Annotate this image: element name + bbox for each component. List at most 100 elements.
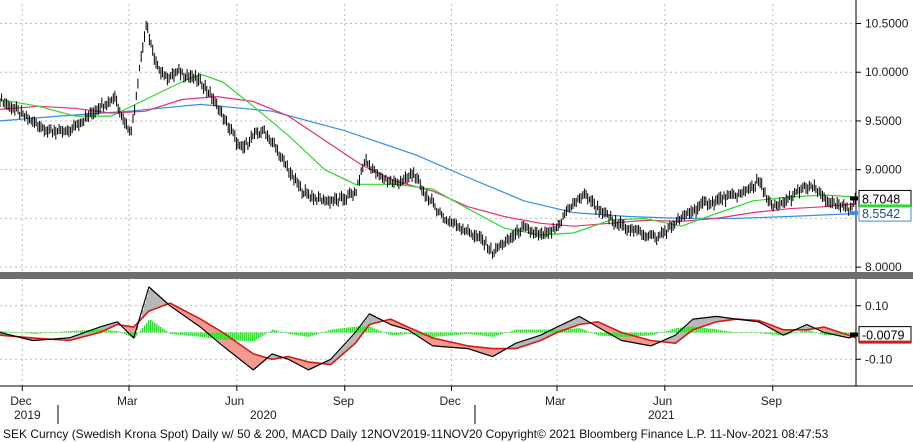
macd-spread (826, 327, 828, 333)
histogram-bar (484, 332, 486, 336)
histogram-bar (198, 332, 200, 337)
macd-spread (304, 360, 306, 368)
histogram-bar (644, 332, 646, 336)
histogram-bar (638, 332, 640, 337)
histogram-bar (808, 330, 810, 333)
histogram-bar (600, 332, 602, 336)
badge-macd-value: -0.0079 (862, 329, 904, 343)
histogram-bar (700, 327, 702, 333)
histogram-bar (690, 326, 692, 333)
macd-spread (106, 325, 108, 330)
histogram-bar (728, 331, 730, 333)
macd-spread (182, 309, 184, 315)
histogram-bar (108, 330, 110, 333)
histogram-bar (334, 329, 336, 333)
histogram-bar (74, 330, 76, 333)
macd-spread (572, 319, 574, 328)
macd-spread (566, 322, 568, 330)
macd-spread (780, 328, 782, 334)
histogram-bar (80, 330, 82, 333)
macd-spread (356, 331, 358, 343)
macd-spread (400, 323, 402, 328)
histogram-bar (430, 332, 432, 337)
macd-spread (264, 357, 266, 361)
macd-spread (156, 293, 158, 309)
macd-spread (702, 318, 704, 327)
histogram-bar (84, 330, 86, 333)
macd-spread (198, 317, 200, 326)
histogram-bar (272, 329, 274, 333)
badge-last-price: 8.7048 (862, 192, 900, 206)
histogram-bar (426, 332, 428, 337)
histogram-bar (536, 329, 538, 333)
histogram-bar (682, 327, 684, 333)
histogram-bar (568, 328, 570, 333)
histogram-bar (362, 326, 364, 333)
macd-spread (578, 317, 580, 325)
histogram-bar (518, 329, 520, 333)
macd-spread (494, 348, 496, 356)
macd-spread (2, 333, 4, 336)
macd-spread (184, 310, 186, 316)
x-tick-label-month: Dec (10, 394, 31, 408)
macd-spread (530, 338, 532, 344)
macd-spread (558, 326, 560, 333)
macd-spread (440, 339, 442, 347)
histogram-bar (374, 328, 376, 333)
histogram-bar (22, 332, 24, 333)
macd-spread (634, 335, 636, 343)
histogram-bar (396, 332, 398, 335)
macd-spread (680, 331, 682, 340)
macd-spread (370, 314, 372, 325)
macd-spread (286, 357, 288, 359)
macd-spread (348, 340, 350, 350)
macd-spread (428, 335, 430, 343)
series-layer (0, 20, 857, 371)
histogram-bar (38, 332, 40, 334)
x-tick-label-year: 2021 (648, 408, 675, 422)
histogram-bar (40, 332, 42, 334)
macd-spread (454, 342, 456, 348)
histogram-bar (594, 332, 596, 334)
histogram-bar (212, 332, 214, 339)
histogram-bar (452, 332, 454, 336)
histogram-bar (686, 327, 688, 333)
histogram-bar (56, 332, 58, 333)
histogram-bar (512, 330, 514, 333)
macd-spread (476, 346, 478, 352)
macd-spread (82, 333, 84, 338)
macd-spread (206, 322, 208, 332)
macd-spread (718, 316, 720, 322)
macd-spread (126, 325, 128, 331)
macd-spread (710, 317, 712, 324)
histogram-bar (120, 332, 122, 333)
macd-spread (464, 345, 466, 349)
macd-spread (548, 331, 550, 337)
macd-spread (828, 328, 830, 334)
histogram-bar (240, 332, 242, 341)
macd-spread (600, 322, 602, 329)
histogram-bar (726, 331, 728, 333)
macd-spread (296, 358, 298, 364)
histogram-bar (620, 332, 622, 337)
histogram-bar (698, 327, 700, 333)
histogram-bar (394, 332, 396, 336)
macd-spread (812, 326, 814, 330)
macd-spread (636, 336, 638, 344)
macd-line (0, 286, 857, 371)
histogram-bar (534, 329, 536, 333)
macd-spread (422, 333, 424, 339)
macd-spread (458, 343, 460, 348)
histogram-bar (78, 330, 80, 333)
macd-spread (650, 340, 652, 346)
histogram-bar (522, 329, 524, 333)
y-tick-label: 10.5000 (865, 16, 909, 30)
histogram-bar (492, 332, 494, 337)
macd-spread (272, 353, 274, 360)
histogram-bar (208, 332, 210, 338)
macd-spread (510, 346, 512, 349)
macd-spread (832, 329, 834, 335)
macd-spread (486, 347, 488, 355)
histogram-bar (6, 331, 8, 333)
macd-spread (776, 327, 778, 332)
